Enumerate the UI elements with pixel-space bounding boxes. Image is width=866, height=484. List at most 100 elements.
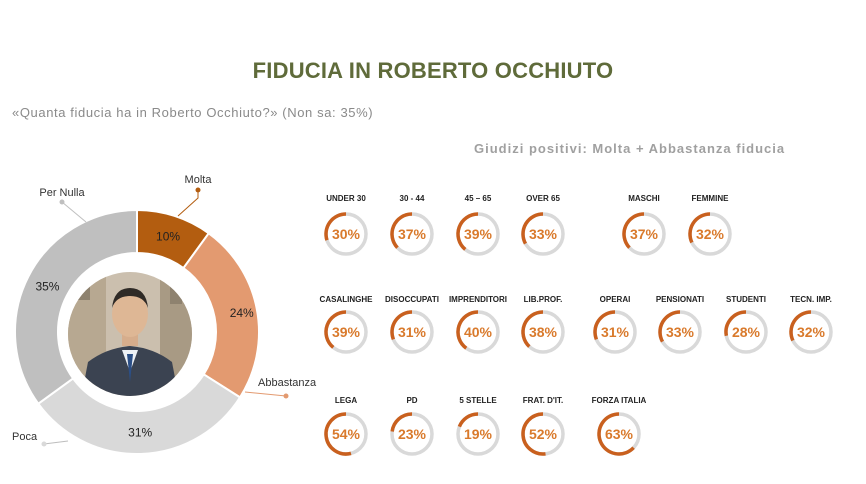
gauge-value: 37% — [398, 226, 427, 242]
gauge-femmine: 32% — [688, 212, 732, 256]
gauge-value: 28% — [732, 324, 761, 340]
gauge-5-stelle: 19% — [456, 412, 500, 456]
gauge-arc — [724, 310, 747, 337]
gauge-under-30: 30% — [324, 212, 368, 256]
gauge-arc — [658, 310, 681, 343]
callout-label-abbastanza: Abbastanza — [258, 377, 317, 389]
callout-line-poca — [43, 440, 69, 445]
gauge-category-label: CASALINGHE — [319, 295, 373, 304]
gauge-arc — [457, 412, 479, 428]
gauge-lib-prof: 38% — [521, 310, 565, 354]
donut-value-label: 24% — [230, 306, 254, 320]
donut-value-label: 10% — [156, 229, 180, 243]
gauge-value: 33% — [666, 324, 695, 340]
gauge-45-65: 39% — [456, 212, 500, 256]
gauge-arc — [789, 310, 812, 342]
gauge-arc — [324, 310, 347, 349]
gauge-value: 32% — [696, 226, 725, 242]
gauge-operai: 31% — [593, 310, 637, 354]
gauge-category-label: FRAT. D'IT. — [522, 396, 564, 405]
gauge-value: 31% — [398, 324, 427, 340]
gauge-category-label: FEMMINE — [691, 194, 729, 203]
gauge-value: 63% — [605, 426, 634, 442]
gauge-category-label: 30 - 44 — [399, 194, 425, 203]
gauge-arc — [593, 310, 616, 341]
gauge-category-label: 5 STELLE — [459, 396, 497, 405]
gauge-category-label: PENSIONATI — [655, 295, 705, 304]
gauge-arc — [622, 212, 645, 249]
gauge-category-label: IMPRENDITORI — [448, 295, 508, 304]
gauge-arc — [597, 412, 635, 456]
gauge-value: 38% — [529, 324, 558, 340]
gauge-value: 54% — [332, 426, 361, 442]
gauge-frat-d-it: 52% — [521, 412, 565, 456]
survey-question: «Quanta fiducia ha in Roberto Occhiuto?»… — [12, 105, 374, 120]
gauge-tecn-imp: 32% — [789, 310, 833, 354]
gauge-arc — [521, 310, 544, 348]
gauge-category-label: LEGA — [334, 396, 358, 405]
gauge-forza-italia: 63% — [597, 412, 641, 456]
gauge-category-label: UNDER 30 — [326, 194, 366, 203]
trust-donut-chart: 10% 24% 31% 35% Molta Abbastanza Poca Per Null… — [12, 174, 317, 455]
gauge-arc — [390, 212, 413, 249]
callout-label-poca: Poca — [12, 431, 38, 443]
gauge-value: 39% — [464, 226, 493, 242]
gauge-category-label: OVER 65 — [526, 194, 560, 203]
gauge-value: 52% — [529, 426, 558, 442]
gauge-arc — [456, 212, 479, 251]
gauge-category-label: STUDENTI — [726, 295, 766, 304]
gauge-over-65: 33% — [521, 212, 565, 256]
gauge-arc — [688, 212, 711, 244]
gauge-category-label: LIB.PROF. — [523, 295, 563, 304]
callout-dot-poca — [41, 441, 47, 447]
gauge-category-label: MASCHI — [628, 194, 660, 203]
gauge-pensionati: 33% — [658, 310, 702, 354]
gauge-category-label: TECN. IMP. — [790, 295, 832, 304]
callout-dot-per-nulla — [59, 199, 65, 205]
gauge-value: 37% — [630, 226, 659, 242]
gauge-category-label: 45 – 65 — [464, 194, 492, 203]
callout-line-abbastanza — [244, 391, 287, 397]
callout-line-molta — [177, 190, 199, 217]
gauge-imprenditori: 40% — [456, 310, 500, 354]
gauge-disoccupati: 31% — [390, 310, 434, 354]
gauge-lega: 54% — [324, 412, 368, 456]
donut-slices: 10% 24% 31% 35% — [14, 208, 260, 455]
portrait-photo — [66, 264, 194, 404]
gauge-value: 40% — [464, 324, 493, 340]
gauge-category-label: PD — [406, 396, 418, 405]
gauge-arc — [324, 212, 347, 241]
donut-slice-poca — [36, 372, 242, 455]
gauge-maschi: 37% — [622, 212, 666, 256]
gauge-value: 23% — [398, 426, 427, 442]
page-title: FIDUCIA IN ROBERTO OCCHIUTO — [252, 58, 614, 83]
gauge-value: 32% — [797, 324, 826, 340]
gauge-category-label: FORZA ITALIA — [591, 396, 647, 405]
gauge-arc — [521, 212, 544, 245]
donut-value-label: 31% — [128, 425, 152, 439]
gauge-casalinghe: 39% — [324, 310, 368, 354]
callout-label-molta: Molta — [185, 174, 213, 186]
gauge-category-label: DISOCCUPATI — [385, 295, 439, 304]
gauge-value: 19% — [464, 426, 493, 442]
section-label: Giudizi positivi: Molta + Abbastanza fid… — [474, 141, 786, 156]
donut-slice-per-nulla — [14, 208, 138, 406]
gauge-pd: 23% — [390, 412, 434, 456]
callout-line-per-nulla — [61, 201, 87, 223]
gauge-arc — [456, 310, 479, 350]
gauge-30-44: 37% — [390, 212, 434, 256]
donut-value-label: 35% — [35, 279, 59, 293]
gauge-value: 31% — [601, 324, 630, 340]
callout-label-per-nulla: Per Nulla — [39, 187, 85, 199]
gauge-arc — [521, 412, 546, 456]
gauge-arc — [324, 412, 352, 456]
gauge-value: 33% — [529, 226, 558, 242]
gauge-studenti: 28% — [724, 310, 768, 354]
gauge-category-label: OPERAI — [599, 295, 631, 304]
gauge-value: 39% — [332, 324, 361, 340]
gauge-arc — [390, 310, 413, 341]
gauge-arc — [390, 412, 413, 432]
callout-dot-molta — [195, 187, 201, 193]
callout-dot-abbastanza — [283, 393, 289, 399]
donut-callouts: Molta Abbastanza Poca Per Nulla — [12, 174, 317, 447]
